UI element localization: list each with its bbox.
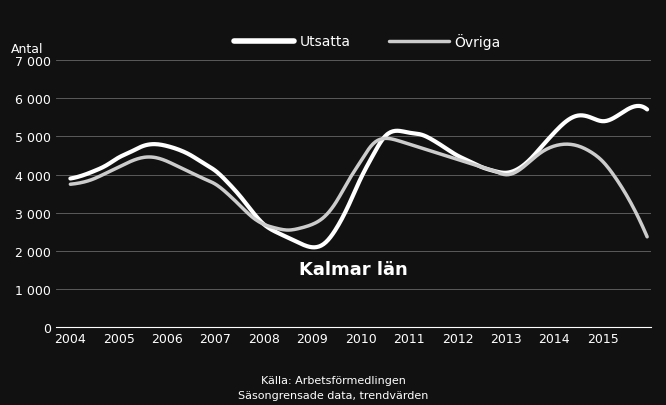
Text: Säsongrensade data, trendvärden: Säsongrensade data, trendvärden [238,390,428,400]
Text: Antal: Antal [11,43,44,55]
Text: Källa: Arbetsförmedlingen: Källa: Arbetsförmedlingen [260,375,406,385]
Text: Övriga: Övriga [455,34,501,50]
Text: Utsatta: Utsatta [300,35,351,49]
Text: Kalmar län: Kalmar län [299,260,408,278]
